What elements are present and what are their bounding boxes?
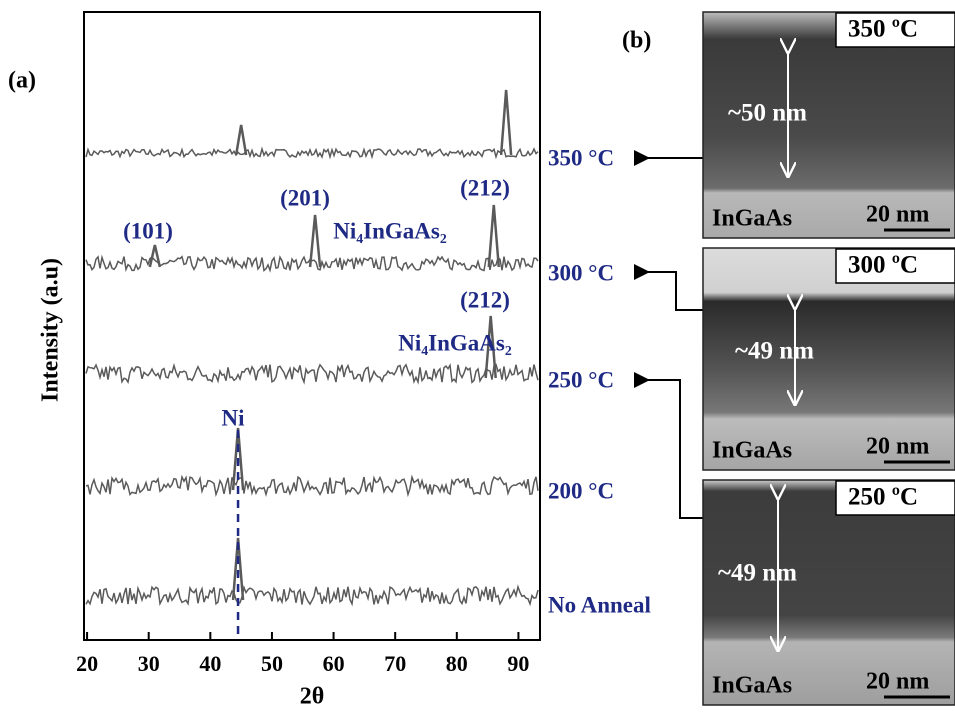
- panel-label: (a): [8, 68, 36, 94]
- trace-noise: [85, 362, 539, 385]
- x-tick-label: 70: [384, 651, 406, 676]
- peak: [487, 204, 501, 268]
- panel-label: (b): [622, 28, 651, 54]
- trace-noise: [85, 254, 539, 273]
- thickness-label: ~49 nm: [735, 338, 814, 365]
- temperature-box: [835, 480, 955, 516]
- thickness-label: ~49 nm: [718, 560, 797, 587]
- connector-arrows: [634, 150, 703, 519]
- x-tick-label: 60: [323, 651, 345, 676]
- substrate-label: InGaAs: [712, 438, 792, 464]
- tem-image: [702, 247, 955, 471]
- peak: [231, 537, 245, 601]
- trace-noise: [85, 474, 539, 498]
- x-tick-label: 40: [199, 651, 221, 676]
- scale-label: 20 nm: [866, 202, 929, 228]
- peak-annotation: (212): [460, 175, 510, 200]
- temperature-box: [835, 248, 955, 284]
- tem-image: [702, 11, 955, 239]
- peak-annotation: Ni: [222, 405, 246, 430]
- substrate-label: InGaAs: [712, 206, 792, 232]
- peak-annotation: (101): [123, 218, 173, 243]
- peak: [148, 244, 162, 268]
- trace-noise: [85, 146, 539, 160]
- x-tick-label: 50: [261, 651, 283, 676]
- peak-annotation: (201): [280, 185, 330, 210]
- series-label: 350 °C: [548, 145, 614, 170]
- x-tick-label: 20: [76, 651, 98, 676]
- peak: [484, 315, 497, 379]
- peak: [308, 214, 322, 268]
- series-label: No Anneal: [548, 592, 651, 617]
- x-tick-label: 80: [446, 651, 468, 676]
- temperature-label: 300 ºC: [848, 252, 918, 279]
- peak: [499, 89, 513, 156]
- peak-annotation: Ni₄InGaAs₂: [333, 218, 447, 243]
- plot-frame: [83, 11, 541, 641]
- x-axis-label: 2θ: [300, 684, 325, 710]
- temperature-label: 350 ºC: [848, 16, 918, 43]
- temperature-label: 250 ºC: [848, 484, 918, 511]
- series-label: 200 °C: [548, 478, 614, 503]
- substrate-label: InGaAs: [712, 673, 792, 699]
- series-label: 250 °C: [548, 367, 614, 392]
- x-tick-label: 90: [507, 651, 529, 676]
- peak-annotation: (212): [460, 287, 510, 312]
- x-tick-label: 30: [138, 651, 160, 676]
- temperature-box: [835, 12, 955, 48]
- series-label: 300 °C: [548, 260, 614, 285]
- trace-noise: [85, 584, 539, 607]
- thickness-label: ~50 nm: [728, 100, 807, 127]
- peak: [234, 124, 248, 156]
- scale-label: 20 nm: [866, 669, 929, 695]
- scale-label: 20 nm: [866, 434, 929, 460]
- tem-image: [702, 479, 955, 706]
- peak: [231, 427, 245, 491]
- peak-annotation: Ni₄InGaAs₂: [398, 330, 512, 355]
- y-axis-label: Intensity (a.u): [38, 258, 64, 402]
